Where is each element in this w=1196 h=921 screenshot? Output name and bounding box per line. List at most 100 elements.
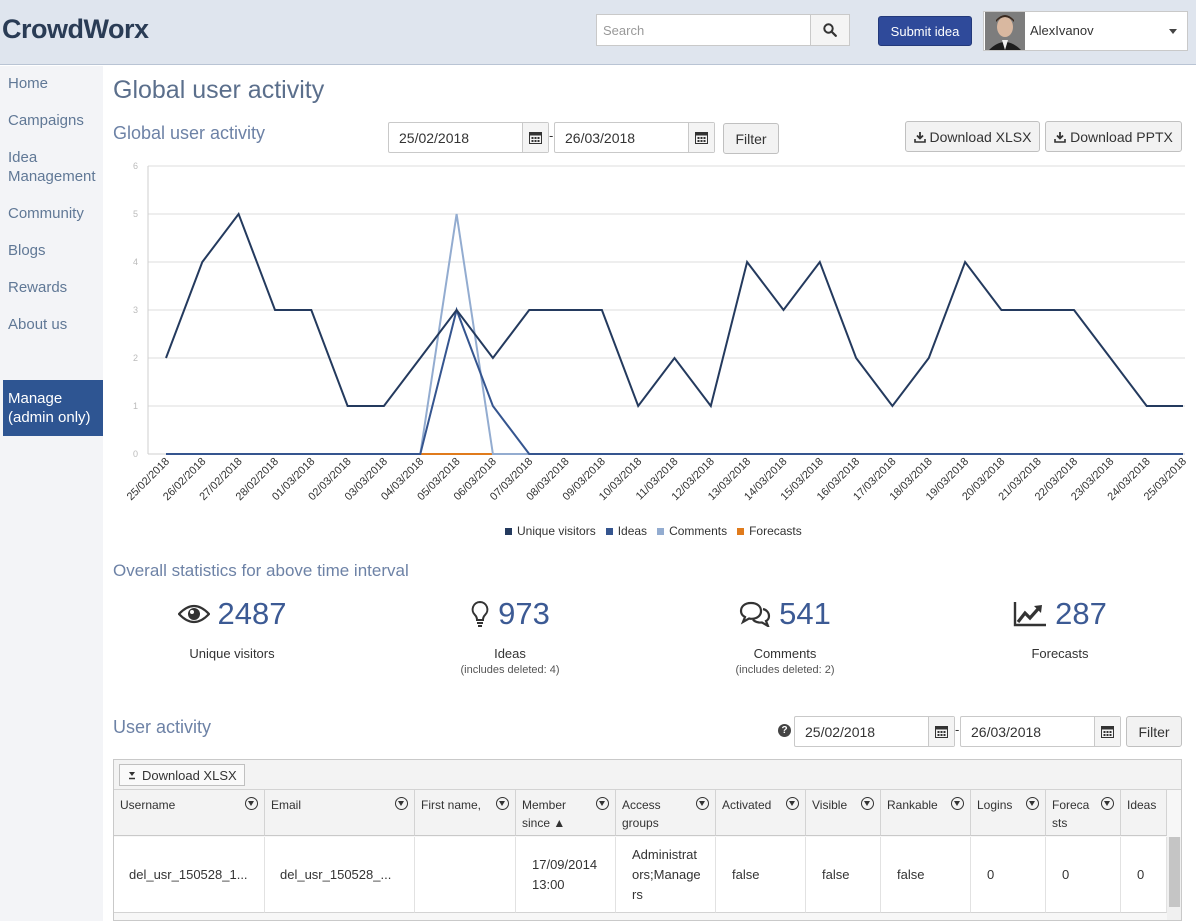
filter-icon[interactable] [395,797,408,810]
stat-ideas-value: 973 [498,596,550,631]
column-header-forecasts[interactable]: Forecasts [1046,790,1121,836]
calendar-icon[interactable] [522,123,548,152]
column-header-first-name[interactable]: First name, [415,790,516,836]
legend-item-forecasts[interactable]: Forecasts [737,524,802,538]
user-activity-date-from-value: 25/02/2018 [805,724,876,740]
legend-label: Comments [669,524,728,538]
column-header-label: Forecasts [1052,798,1090,830]
calendar-icon[interactable] [928,717,954,746]
stat-unique-visitors-label: Unique visitors [189,646,275,661]
download-icon [129,772,135,780]
y-tick-label: 4 [133,257,138,267]
y-tick-label: 3 [133,305,138,315]
sidebar-item-blogs[interactable]: Blogs [8,242,46,259]
column-header-activated[interactable]: Activated [716,790,806,836]
table-cell-username[interactable]: del_usr_150528_1... [114,837,265,913]
column-header-username[interactable]: Username [114,790,265,836]
activity-date-to[interactable]: 26/03/2018 [554,122,715,153]
y-tick-label: 2 [133,353,138,363]
user-activity-date-to-value: 26/03/2018 [971,724,1042,740]
sidebar-item-home[interactable]: Home [8,75,49,92]
stat-unique-visitors-value: 2487 [217,596,287,631]
legend-swatch [737,527,745,535]
user-activity-date-to[interactable]: 26/03/2018 [960,716,1121,747]
filter-icon[interactable] [861,797,874,810]
eye-icon [177,604,210,624]
legend-item-ideas[interactable]: Ideas [605,524,647,538]
calendar-icon[interactable] [1094,717,1120,746]
filter-icon[interactable] [496,797,509,810]
stat-ideas-note: (includes deleted: 4) [460,664,560,676]
sidebar-item-manage[interactable]: Manage (admin only) [3,380,103,436]
table-cell-email[interactable]: del_usr_150528_... [265,837,415,913]
stat-comments-note: (includes deleted: 2) [735,664,835,676]
column-header-label: Rankable [887,798,938,812]
filter-icon[interactable] [1026,797,1039,810]
column-header-ideas[interactable]: Ideas [1121,790,1167,836]
user-menu-dropdown[interactable]: AlexIvanov [983,11,1188,51]
scrollbar-thumb[interactable] [1169,837,1180,907]
filter-icon[interactable] [951,797,964,810]
download-pptx-label: Download PPTX [1070,128,1173,145]
column-header-label: Member since ▲ [522,798,567,830]
filter-icon[interactable] [696,797,709,810]
legend-item-unique-visitors[interactable]: Unique visitors [505,524,596,538]
line-chart-icon [1013,602,1047,627]
column-header-rankable[interactable]: Rankable [881,790,971,836]
sidebar-item-rewards[interactable]: Rewards [8,279,68,296]
sidebar-item-community[interactable]: Community [8,205,84,222]
legend-label: Forecasts [749,524,802,538]
series-line-ideas [166,306,1183,455]
crowdworx-logo[interactable]: CrowdWorx [2,14,149,44]
legend-item-comments[interactable]: Comments [657,524,727,538]
filter-icon[interactable] [786,797,799,810]
submit-idea-button[interactable]: Submit idea [878,16,972,46]
sidebar: Home Campaigns Idea Management Community… [0,66,103,921]
calendar-icon[interactable] [688,123,714,152]
table-toolbar: Download XLSX [114,760,1181,790]
comments-icon [740,601,771,627]
user-activity-table: Download XLSX Username Email First name,… [113,759,1182,921]
y-tick-label: 6 [133,161,138,171]
user-name: AlexIvanov [1030,23,1094,38]
stat-forecasts: 287 Forecasts [950,596,1170,661]
legend-label: Unique visitors [517,524,596,538]
column-header-member-since[interactable]: Member since ▲ [516,790,616,836]
column-header-email[interactable]: Email [265,790,415,836]
download-pptx-button[interactable]: Download PPTX [1045,121,1182,152]
column-header-logins[interactable]: Logins [971,790,1046,836]
page-title: Global user activity [113,76,325,104]
sidebar-item-idea-management[interactable]: Idea Management [8,149,96,185]
filter-icon[interactable] [596,797,609,810]
stats-section-title: Overall statistics for above time interv… [113,561,409,580]
lightbulb-icon [471,600,489,627]
table-download-xlsx-button[interactable]: Download XLSX [119,764,245,786]
stat-forecasts-value: 287 [1055,596,1107,631]
column-header-visible[interactable]: Visible [806,790,881,836]
filter-icon[interactable] [245,797,258,810]
column-header-access-groups[interactable]: Access groups [616,790,716,836]
search-input[interactable] [596,14,811,46]
download-xlsx-button[interactable]: Download XLSX [905,121,1040,152]
stat-unique-visitors: 2487 Unique visitors [122,596,342,661]
chart-legend: Unique visitors Ideas Comments Forecasts [505,524,802,538]
table-cell-access-groups: Administrators;Managers [616,837,716,913]
stat-ideas: 973 Ideas (includes deleted: 4) [400,596,620,676]
column-header-label: Activated [722,798,772,812]
user-activity-filter-button[interactable]: Filter [1126,716,1182,747]
activity-date-from[interactable]: 25/02/2018 [388,122,549,153]
sidebar-item-campaigns[interactable]: Campaigns [8,112,84,129]
table-cell-forecasts: 0 [1046,837,1121,913]
chevron-down-icon [1169,29,1177,34]
user-activity-date-from[interactable]: 25/02/2018 [794,716,955,747]
search-bar [596,14,850,46]
y-tick-label: 5 [133,209,138,219]
help-icon[interactable]: ? [778,724,791,737]
series-line-comments [166,213,1183,455]
sidebar-item-about-us[interactable]: About us [8,316,68,333]
column-header-label: Visible [812,798,848,812]
filter-icon[interactable] [1101,797,1114,810]
activity-filter-button[interactable]: Filter [723,123,779,154]
search-button[interactable] [810,14,850,46]
table-scrollbar[interactable] [1167,837,1181,920]
